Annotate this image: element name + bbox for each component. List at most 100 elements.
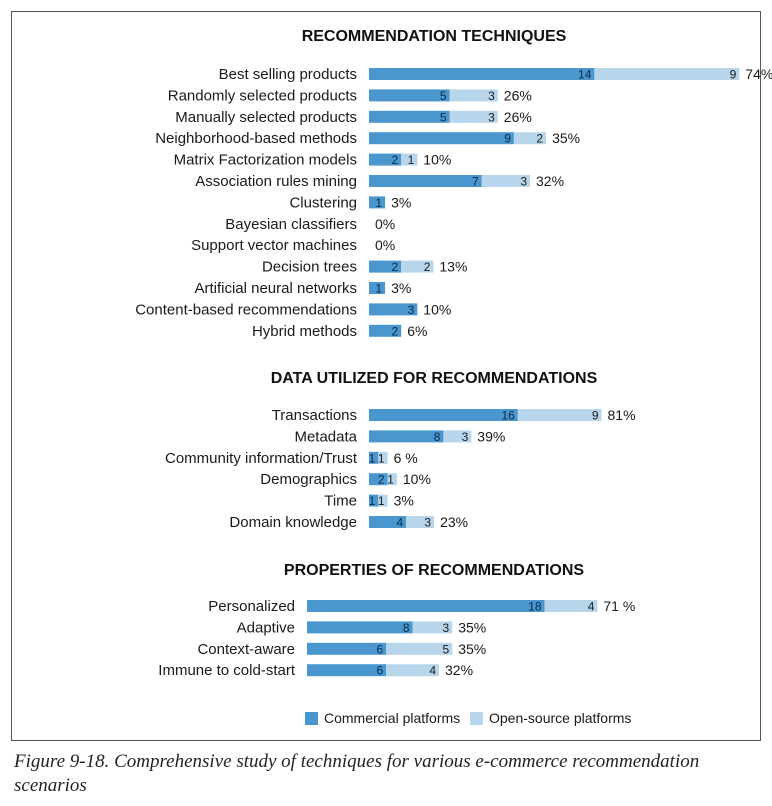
percent-label: 35% xyxy=(458,641,486,657)
value-label-open-source: 3 xyxy=(443,621,450,635)
category-label: Metadata xyxy=(294,428,357,445)
category-label: Content-based recommendations xyxy=(135,301,357,318)
stacked-bar-charts: RECOMMENDATION TECHNIQUES Best selling pr… xyxy=(135,28,772,726)
bar-commercial xyxy=(307,642,387,655)
value-label-commercial: 3 xyxy=(408,303,415,317)
value-label-open-source: 5 xyxy=(443,642,450,656)
bar-open-source xyxy=(401,153,418,166)
percent-label: 3% xyxy=(391,194,411,210)
category-label: Adaptive xyxy=(237,619,295,636)
percent-label: 0% xyxy=(375,216,395,232)
bar-commercial xyxy=(369,494,379,507)
legend-label: Commercial platforms xyxy=(324,710,460,726)
bar-commercial xyxy=(369,132,514,145)
value-label-commercial: 2 xyxy=(392,260,399,274)
value-label-open-source: 1 xyxy=(387,473,394,487)
percent-label: 10% xyxy=(423,301,451,317)
category-label: Context-aware xyxy=(197,641,295,658)
category-label: Clustering xyxy=(289,194,357,211)
value-label-commercial: 6 xyxy=(377,664,384,678)
value-label-commercial: 16 xyxy=(501,409,515,423)
category-label: Bayesian classifiers xyxy=(225,216,357,233)
value-label-open-source: 3 xyxy=(520,175,527,189)
value-label-commercial: 1 xyxy=(375,196,382,210)
value-label-commercial: 2 xyxy=(392,153,399,167)
bar-open-source xyxy=(412,621,453,634)
bar-open-source xyxy=(513,132,547,145)
bar-open-source xyxy=(449,110,498,123)
percent-label: 71 % xyxy=(603,598,635,614)
value-label-open-source: 1 xyxy=(378,451,385,465)
percent-label: 3% xyxy=(391,280,411,296)
category-label: Matrix Factorization models xyxy=(174,152,357,169)
category-label: Personalized xyxy=(208,598,295,615)
bar-open-source xyxy=(378,494,388,507)
legend-label: Open-source platforms xyxy=(489,710,631,726)
value-label-commercial: 9 xyxy=(504,132,511,146)
value-label-open-source: 2 xyxy=(424,260,431,274)
value-label-commercial: 8 xyxy=(434,430,441,444)
bar-open-source xyxy=(406,516,435,528)
bar-commercial xyxy=(307,600,545,612)
bar-commercial xyxy=(369,473,388,486)
percent-label: 6% xyxy=(407,323,427,339)
bar-commercial xyxy=(369,451,379,464)
percent-label: 81% xyxy=(608,407,636,423)
chart-title: RECOMMENDATION TECHNIQUES xyxy=(302,28,567,45)
bar-commercial xyxy=(369,409,518,421)
value-label-open-source: 9 xyxy=(592,409,599,423)
value-label-commercial: 5 xyxy=(440,89,447,103)
percent-label: 32% xyxy=(445,662,473,678)
bar-open-source xyxy=(386,642,453,655)
percent-label: 74% xyxy=(745,66,772,82)
chart-title: PROPERTIES OF RECOMMENDATIONS xyxy=(284,562,584,579)
value-label-open-source: 9 xyxy=(730,68,737,82)
bar-open-source xyxy=(481,175,530,187)
value-label-open-source: 2 xyxy=(536,132,543,146)
category-label: Community information/Trust xyxy=(165,450,358,467)
category-label: Demographics xyxy=(260,471,357,488)
percent-label: 10% xyxy=(403,471,431,487)
category-label: Randomly selected products xyxy=(168,87,357,104)
category-label: Neighborhood-based methods xyxy=(155,130,357,147)
percent-label: 35% xyxy=(552,130,580,146)
value-label-open-source: 3 xyxy=(462,430,469,444)
bar-open-source xyxy=(517,409,602,421)
value-label-commercial: 1 xyxy=(369,494,376,508)
bar-commercial xyxy=(369,303,418,316)
category-label: Time xyxy=(324,493,357,510)
category-label: Support vector machines xyxy=(191,237,357,254)
percent-label: 6 % xyxy=(394,450,418,466)
value-label-commercial: 6 xyxy=(377,642,384,656)
value-label-open-source: 1 xyxy=(378,494,385,508)
percent-label: 39% xyxy=(477,428,505,444)
figure-frame xyxy=(11,11,761,741)
percent-label: 0% xyxy=(375,237,395,253)
percent-label: 10% xyxy=(423,152,451,168)
percent-label: 13% xyxy=(439,259,467,275)
category-label: Decision trees xyxy=(262,259,357,276)
bar-commercial xyxy=(369,430,444,443)
bar-open-source xyxy=(449,89,498,102)
bar-open-source xyxy=(443,430,472,443)
value-label-open-source: 3 xyxy=(488,89,495,103)
bar-open-source xyxy=(401,260,434,273)
category-label: Transactions xyxy=(272,407,357,424)
value-label-open-source: 1 xyxy=(408,153,415,167)
category-label: Association rules mining xyxy=(195,173,357,190)
category-label: Immune to cold-start xyxy=(158,662,296,679)
chart-title: DATA UTILIZED FOR RECOMMENDATIONS xyxy=(271,370,598,387)
bar-open-source xyxy=(386,664,439,677)
bar-commercial xyxy=(369,282,386,294)
percent-label: 3% xyxy=(394,493,414,509)
bar-commercial xyxy=(369,516,407,528)
category-label: Manually selected products xyxy=(175,109,357,126)
value-label-commercial: 2 xyxy=(392,324,399,338)
figure-caption: Figure 9-18. Comprehensive study of tech… xyxy=(14,751,700,796)
legend-swatch xyxy=(470,712,483,725)
bar-open-source xyxy=(378,451,388,464)
bar-commercial xyxy=(369,68,595,80)
bar-commercial xyxy=(369,175,482,187)
bar-commercial xyxy=(369,260,402,273)
value-label-commercial: 5 xyxy=(440,110,447,124)
